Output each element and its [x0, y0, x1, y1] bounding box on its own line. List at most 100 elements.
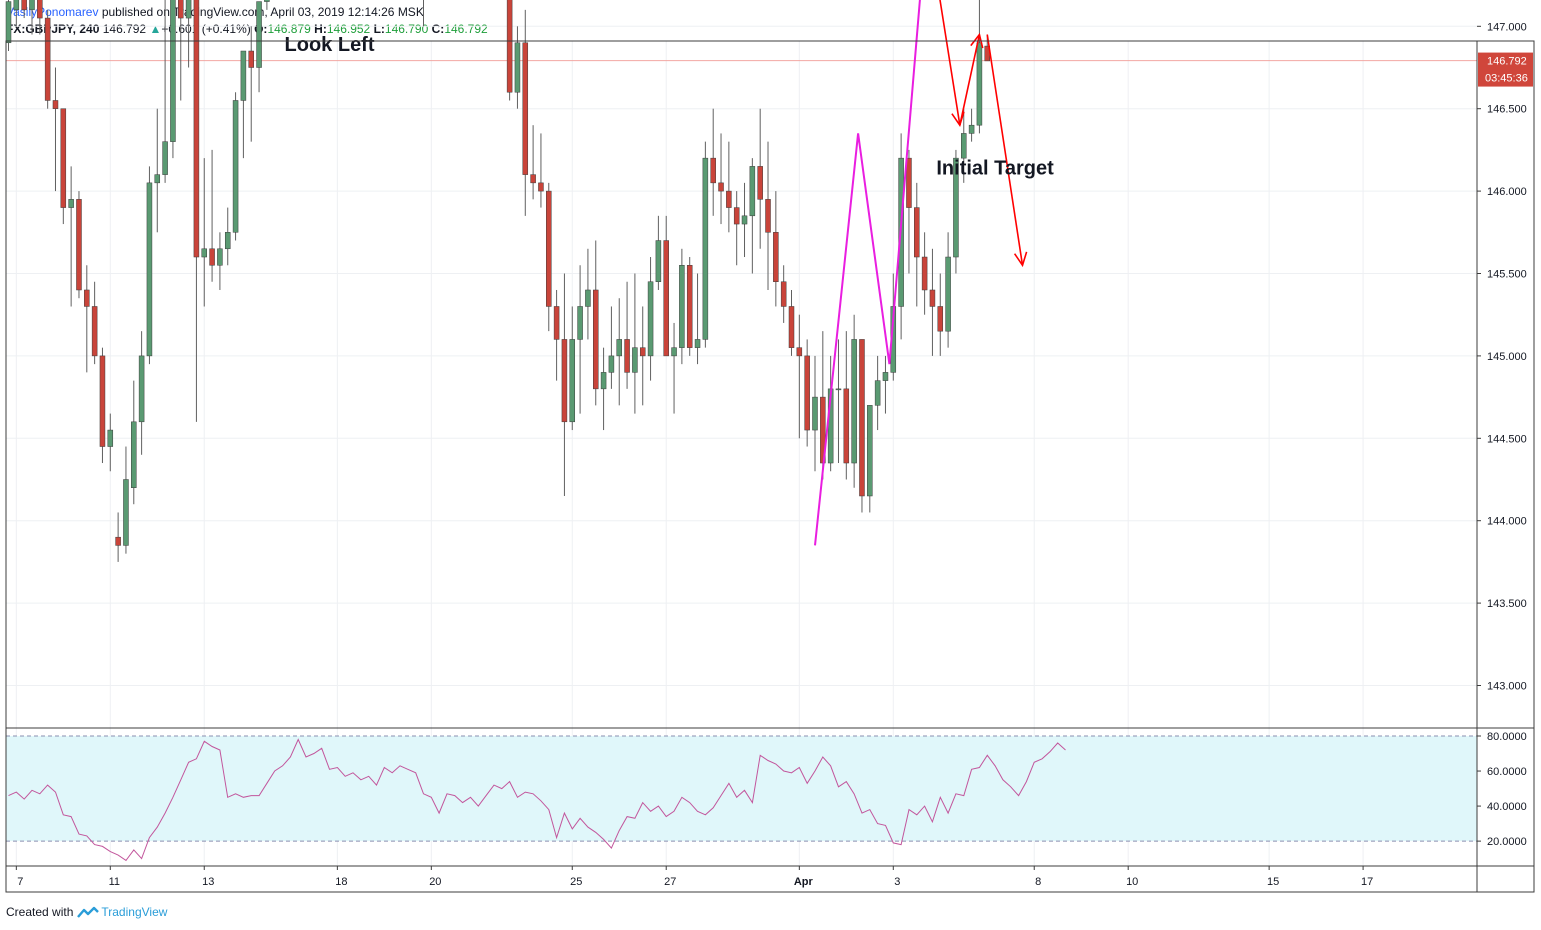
candle-bull: [256, 1, 262, 68]
candle-bull: [749, 166, 756, 217]
candle-bull: [514, 42, 521, 93]
candle-bear: [686, 265, 693, 348]
candle-bear: [546, 190, 552, 307]
candle-bear: [52, 100, 59, 109]
candle-bull: [655, 240, 662, 282]
candle-bull: [224, 232, 231, 250]
time-tick-label: 7: [17, 876, 23, 888]
candle-bear: [115, 536, 121, 546]
rsi-axis[interactable]: 20.0000 40.0000 60.0000 80.0000: [1477, 731, 1527, 848]
arrowhead-icon: [970, 32, 984, 49]
candle-bull: [632, 347, 638, 373]
candle-bull: [240, 50, 247, 101]
price-axis[interactable]: 143.000 143.500 144.000 144.500 145.000 145.5…: [1477, 0, 1533, 693]
time-tick-label: 15: [1267, 876, 1279, 888]
tradingview-brand[interactable]: TradingView: [101, 905, 168, 919]
candle-bull: [577, 306, 583, 340]
change-arrow-icon: ▲: [149, 22, 162, 36]
candle-bear: [765, 199, 771, 233]
candle-bull: [647, 281, 654, 357]
candle-bear: [76, 199, 82, 291]
rsi-tick-label: 20.0000: [1487, 836, 1527, 848]
bar-countdown-label: 03:45:36: [1485, 73, 1528, 85]
candle-bear: [193, 0, 200, 258]
candle-bull: [131, 421, 137, 488]
candle-bull: [232, 100, 239, 233]
candle-bull: [835, 388, 842, 391]
candle-bear: [639, 347, 646, 357]
outer-frame: [5, 40, 1535, 893]
last-price-label-bg: [1478, 52, 1533, 87]
candle-bull: [138, 355, 145, 423]
candle-bear: [21, 0, 27, 11]
price-tick-label: 145.500: [1487, 269, 1527, 281]
author-link[interactable]: VasilyPonomarev: [6, 5, 99, 19]
candle-bull: [185, 0, 192, 19]
candle-bear: [937, 306, 944, 332]
rsi-tick-label: 60.0000: [1487, 766, 1527, 778]
time-tick-label: 18: [335, 876, 347, 888]
projection-arrow-line[interactable]: [932, 0, 961, 126]
price-tick-label: 147.000: [1487, 21, 1527, 33]
price-tick-label: 144.000: [1487, 516, 1527, 528]
candle-bear: [843, 388, 850, 464]
candle-bull: [874, 380, 881, 406]
candle-bear: [248, 50, 254, 68]
horizontal-level[interactable]: [6, 0, 1477, 62]
low-label: L:: [373, 22, 385, 36]
projection-arrow-line[interactable]: [959, 34, 981, 126]
price-tick-label: 144.500: [1487, 433, 1527, 445]
time-tick-label: 10: [1126, 876, 1138, 888]
time-tick-label: 3: [894, 876, 900, 888]
tradingview-logo-icon[interactable]: [77, 905, 100, 919]
candle-bull: [882, 372, 889, 381]
candle-bear: [84, 289, 90, 307]
annotation-text[interactable]: Initial Target: [936, 158, 1054, 180]
time-tick-label: 20: [429, 876, 441, 888]
candle-bear: [726, 190, 732, 208]
rsi-pane: [6, 735, 1477, 862]
candle-bear: [178, 0, 184, 19]
candle-bear: [663, 240, 669, 357]
candle-bull: [107, 429, 114, 447]
symbol-name[interactable]: FX:GBPJPY, 240: [6, 22, 100, 36]
candle-bear: [44, 17, 51, 101]
candles: [5, 0, 990, 562]
candle-bull: [170, 0, 176, 142]
drawings[interactable]: Look LeftSell Here!Initial Target: [285, 0, 1055, 546]
candle-bear: [906, 157, 912, 208]
candle-bull: [694, 339, 701, 348]
zigzag-line[interactable]: [814, 0, 925, 546]
candle-bear: [710, 157, 716, 184]
candle-bull: [29, 0, 35, 11]
candle-bear: [929, 289, 936, 307]
change-value: +0.601 (+0.41%): [161, 22, 251, 36]
footer: Created with TradingView: [6, 905, 167, 919]
rsi-tick-label: 80.0000: [1487, 731, 1527, 743]
candle-bull: [600, 372, 607, 390]
candle-bull: [679, 265, 685, 348]
candle-bull: [851, 339, 857, 464]
candle-bull: [671, 347, 677, 357]
candle-bull: [264, 0, 270, 2]
time-tick-label: 27: [664, 876, 676, 888]
candle-bear: [561, 339, 568, 423]
candle-bear: [859, 339, 865, 497]
candle-bull: [608, 355, 615, 373]
candle-bear: [718, 182, 724, 192]
time-tick-label: 17: [1361, 876, 1373, 888]
candle-bear: [804, 355, 810, 431]
candle-bear: [624, 339, 630, 373]
arrowhead-icon: [1013, 251, 1028, 268]
annotation-text[interactable]: Look Left: [285, 34, 375, 56]
price-tick-label: 146.000: [1487, 186, 1527, 198]
time-axis[interactable]: 7 11 13 18 20 25 27 Apr 3 8 10 15 17: [15, 866, 1373, 888]
chart-frame: [5, 40, 1535, 893]
candle-bear: [538, 182, 544, 192]
candle-bear: [522, 42, 529, 175]
candle-bull: [953, 157, 959, 258]
candle-bear: [506, 0, 513, 93]
projection-arrow-line[interactable]: [986, 34, 1024, 266]
candle-bear: [733, 207, 740, 225]
